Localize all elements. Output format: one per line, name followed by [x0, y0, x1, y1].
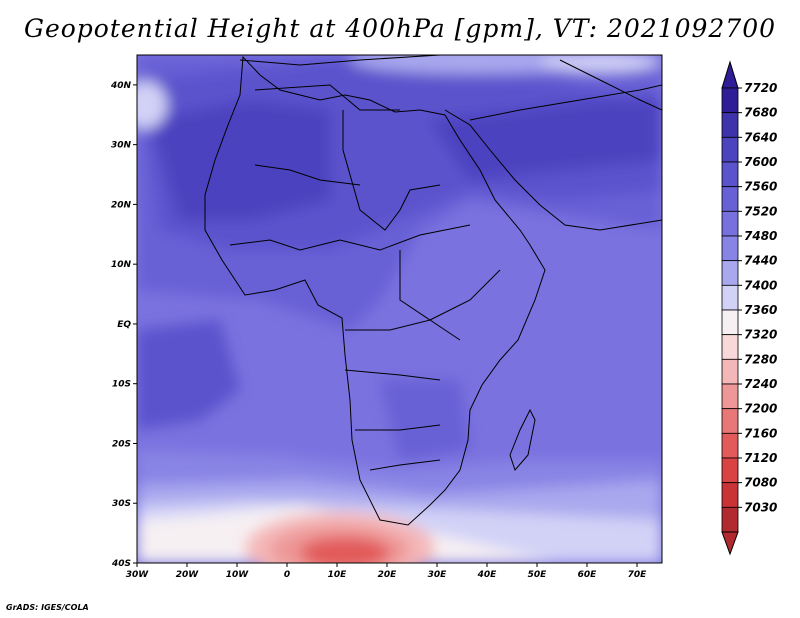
colorbar-label: 7720 — [744, 81, 777, 95]
colorbar-label: 7400 — [744, 278, 777, 292]
colorbar-arrow-top — [721, 60, 739, 89]
lon-tick-label: 0 — [284, 570, 290, 580]
colorbar-segment — [721, 210, 739, 237]
colorbar-segment — [721, 260, 739, 286]
lat-tick-label: 20N — [111, 200, 132, 210]
lon-tick-label: 10W — [226, 570, 250, 580]
map-title: Geopotential Height at 400hPa [gpm], VT:… — [23, 14, 777, 43]
colorbar-label: 7480 — [744, 229, 777, 243]
colorbar-segment — [721, 432, 739, 459]
lat-tick-label: 40S — [111, 559, 131, 569]
lat-tick-label: 30N — [111, 141, 132, 151]
colorbar-label: 7560 — [744, 180, 777, 194]
lon-tick-label: 30W — [126, 570, 150, 580]
colorbar-segment — [721, 112, 739, 138]
map-frame — [136, 54, 663, 564]
longitude-axis: 30W 20W 10W 0 10E 20E 30E 40E 50E 60E 70E — [126, 563, 647, 580]
colorbar-label: 7160 — [744, 426, 777, 440]
colorbar-segment — [721, 506, 739, 533]
colorbar-segment — [721, 161, 739, 188]
colorbar-label: 7240 — [744, 377, 777, 391]
colorbar-segment — [721, 186, 739, 212]
colorbar-label: 7680 — [744, 106, 777, 120]
lon-tick-label: 40E — [477, 570, 498, 580]
colorbar-label: 7280 — [744, 352, 777, 366]
colorbar-label: 7120 — [744, 451, 777, 465]
lon-tick-label: 10E — [328, 570, 348, 580]
lon-tick-label: 70E — [628, 570, 648, 580]
lat-tick-label: 10S — [112, 380, 131, 390]
lon-tick-label: 50E — [528, 570, 548, 580]
colorbar-segment — [721, 457, 739, 484]
colorbar-label: 7320 — [744, 328, 777, 342]
lon-tick-label: 20W — [176, 570, 200, 580]
colorbar-label: 7360 — [744, 303, 777, 317]
colorbar-segment — [721, 408, 739, 434]
coastlines — [204, 55, 662, 526]
colorbar-segment — [721, 87, 739, 114]
lat-tick-label: 30S — [112, 499, 131, 509]
lat-tick-label: EQ — [117, 320, 131, 330]
colorbar-label: 7600 — [744, 155, 777, 169]
colorbar-arrow-bottom — [721, 531, 739, 556]
colorbar-segment — [721, 482, 739, 508]
latitude-axis: 40N 30N 20N 10N EQ 10S 20S 30S 40S — [110, 81, 137, 569]
colorbar-segment — [721, 136, 739, 163]
colorbar-label: 7030 — [744, 500, 777, 514]
colorbar-segment — [721, 284, 739, 311]
colorbar-label: 7440 — [744, 254, 777, 268]
lon-tick-label: 20E — [378, 570, 398, 580]
colorbar: 7720 7680 7640 7600 7560 7520 7480 7440 7400 7360… — [721, 60, 777, 556]
colorbar-segment — [721, 309, 739, 336]
lon-tick-label: 30E — [428, 570, 448, 580]
colorbar-label: 7640 — [744, 130, 777, 144]
colorbar-label: 7080 — [744, 476, 777, 490]
colorbar-segment — [721, 235, 739, 262]
colorbar-segment — [721, 383, 739, 410]
colorbar-label: 7200 — [744, 402, 777, 416]
colorbar-label: 7520 — [744, 204, 777, 218]
colorbar-segment — [721, 334, 739, 360]
colorbar-segment — [721, 358, 739, 385]
lat-tick-label: 10N — [111, 260, 132, 270]
lon-tick-label: 60E — [578, 570, 598, 580]
footer-credit: GrADS: IGES/COLA — [6, 603, 89, 612]
height-field — [137, 55, 662, 563]
lat-tick-label: 20S — [112, 439, 131, 449]
lat-tick-label: 40N — [110, 81, 132, 91]
